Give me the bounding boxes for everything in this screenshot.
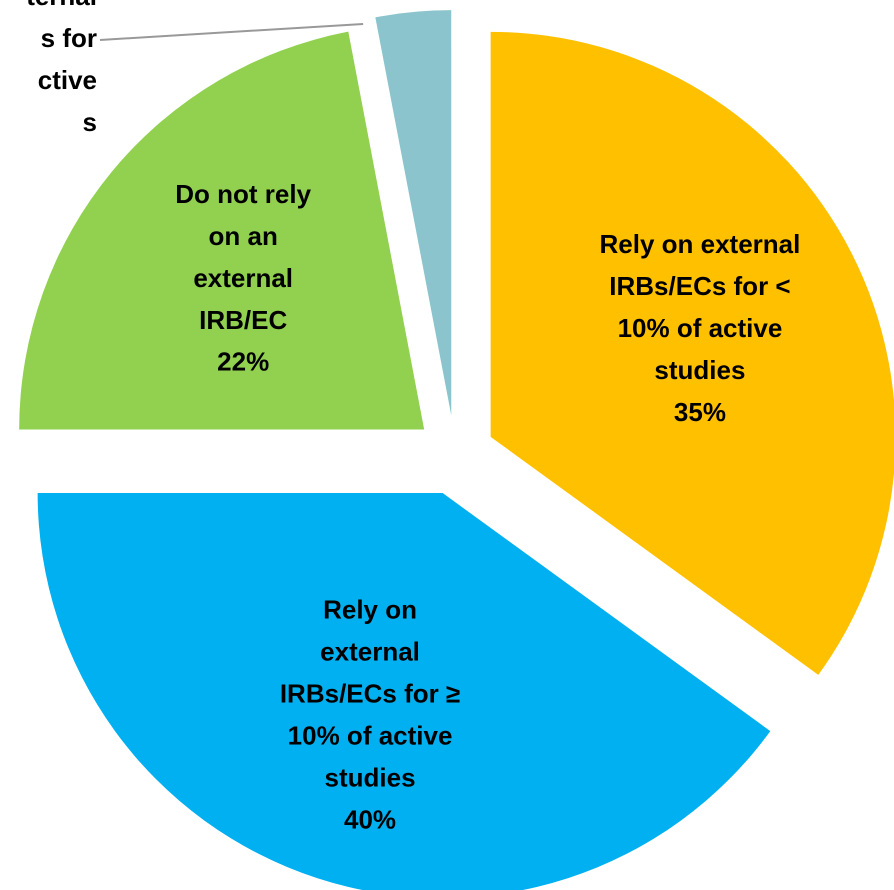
pie-slice (375, 10, 452, 416)
slice-value-label: 40% (344, 804, 396, 834)
pie-slice (490, 31, 894, 675)
slice-label: Rely on external IRBs/ECs for ≥10% of acti… (280, 594, 460, 792)
slice-value-label: 35% (674, 397, 726, 427)
pie-slice (37, 493, 771, 890)
slice-value-label: 22% (217, 347, 269, 377)
pie-slice (19, 31, 425, 430)
slice-label: Do not rely on an external IRB/EC (175, 179, 311, 335)
slice-label: Rely on external IRBs/ECs for <10% of act… (600, 229, 801, 385)
leader-line (99, 22, 364, 41)
